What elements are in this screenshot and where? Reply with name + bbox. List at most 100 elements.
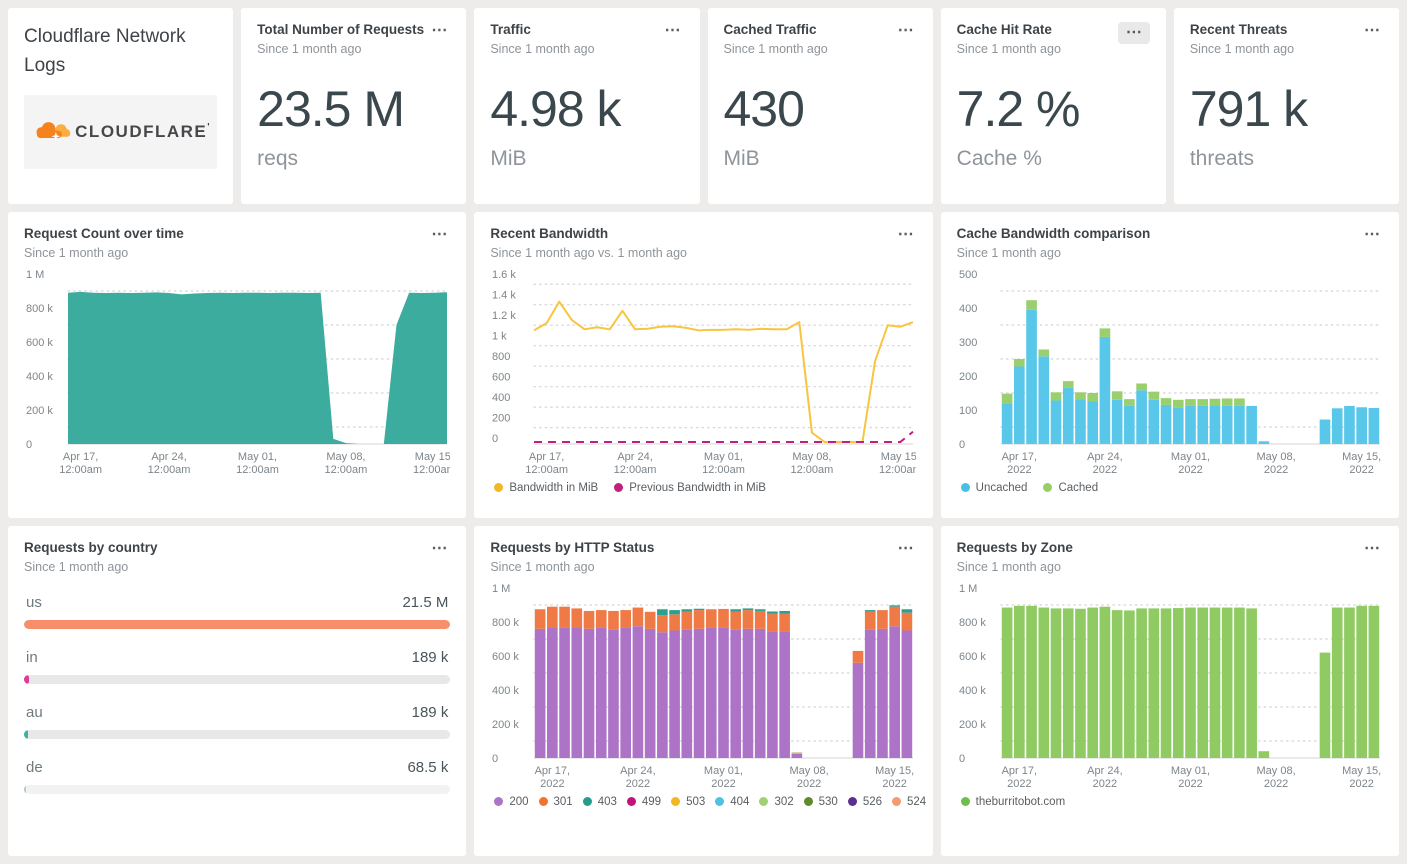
- svg-text:May 08,12:00am: May 08, 12:00am: [325, 451, 368, 476]
- legend-item-499[interactable]: 499: [626, 796, 661, 808]
- recent-bandwidth-chart: 0 200 400 600 800 1 k 1.2 k 1.4 k 1.6 k Apr 17, 12…: [490, 266, 922, 478]
- legend-item-526[interactable]: 526: [847, 795, 883, 808]
- legend-item-301[interactable]: 301: [538, 795, 573, 808]
- legend-item-302[interactable]: 302: [759, 796, 794, 808]
- panel-subtitle: Since 1 month ago: [24, 245, 129, 260]
- more-menu-icon[interactable]: ⋯: [428, 540, 450, 558]
- requests-by-zone-chart: 0 200 k 400 k 600 k 800 k 1 M Apr 17, 2022 Apr 2…: [957, 580, 1383, 792]
- svg-text:400: 400: [492, 392, 510, 404]
- svg-text:May 08,2022: May 08, 2022: [1256, 451, 1295, 476]
- svg-text:May 08,2022: May 08, 2022: [790, 765, 829, 790]
- legend-label: 526: [862, 795, 883, 808]
- legend-item-200[interactable]: 200: [494, 795, 529, 808]
- more-menu-icon[interactable]: ⋯: [1361, 22, 1383, 40]
- svg-text:200 k: 200 k: [492, 719, 519, 731]
- svg-text:May 15,2022: May 15, 2022: [875, 765, 914, 790]
- legend-label: 301: [553, 795, 573, 808]
- svg-text:0: 0: [26, 439, 32, 451]
- legend-item-bandwidth-in-mib[interactable]: Bandwidth in MiB: [494, 482, 598, 494]
- country-row-us: us 21.5 M: [24, 593, 451, 629]
- stat-subtitle: Since 1 month ago: [257, 41, 362, 56]
- legend-item-404[interactable]: 404: [715, 796, 749, 808]
- legend-item-previous-bandwidth-in-mib[interactable]: Previous Bandwidth in MiB: [614, 482, 766, 494]
- legend-dot-icon: [494, 797, 504, 807]
- charts-row-2: Requests by country Since 1 month ago ⋯ …: [8, 526, 1399, 856]
- requests_by_zone-svg: 0 200 k 400 k 600 k 800 k 1 M Apr 17, 2022 Apr 2…: [959, 583, 1381, 790]
- svg-text:600 k: 600 k: [492, 651, 519, 663]
- legend-dot-icon: [960, 483, 970, 493]
- svg-text:May 01,12:00am: May 01, 12:00am: [236, 451, 279, 476]
- more-menu-icon[interactable]: ⋯: [428, 22, 450, 40]
- panel-requests-by-zone: Requests by Zone Since 1 month ago ⋯ 0 20…: [940, 526, 1399, 856]
- stat-value: 7.2 %: [956, 80, 1081, 137]
- svg-text:300: 300: [959, 337, 977, 349]
- svg-text:200 k: 200 k: [26, 405, 53, 417]
- panel-subtitle: Since 1 month ago: [956, 245, 1061, 260]
- country-label: in: [26, 648, 38, 666]
- country-bar-track: [24, 784, 451, 794]
- svg-text:500: 500: [959, 269, 977, 281]
- svg-text:600: 600: [492, 371, 510, 383]
- dashboard-title: Cloudflare Network Logs: [24, 26, 186, 77]
- country-value: 189 k: [411, 703, 449, 721]
- legend-item-503[interactable]: 503: [671, 796, 705, 808]
- cache_bandwidth-svg: 0 100 200 300 400 500 Apr 17, 2022 Apr 24, 2022 Ma…: [959, 269, 1381, 476]
- more-menu-icon[interactable]: ⋯: [428, 226, 450, 244]
- panel-request-count: Request Count over time Since 1 month ag…: [8, 212, 467, 518]
- legend-item-uncached[interactable]: Uncached: [960, 482, 1027, 494]
- more-menu-icon[interactable]: ⋯: [1361, 540, 1383, 558]
- more-menu-icon[interactable]: ⋯: [1117, 22, 1150, 44]
- svg-text:800 k: 800 k: [959, 617, 986, 629]
- stat-value: 430: [723, 80, 805, 137]
- stat-title: Recent Threats: [1189, 22, 1288, 37]
- legend-item-cached[interactable]: Cached: [1043, 482, 1098, 494]
- country-row-au: au 189 k: [24, 703, 451, 739]
- country-label: us: [26, 593, 42, 611]
- legend-label: Previous Bandwidth in MiB: [629, 481, 766, 494]
- request-count-chart: 0 200 k 400 k 600 k 800 k 1 M Apr 17, 12:00am Ap…: [24, 266, 456, 478]
- more-menu-icon[interactable]: ⋯: [1361, 226, 1383, 244]
- legend-label: 403: [597, 795, 617, 808]
- svg-text:May 01,2022: May 01, 2022: [1171, 765, 1210, 790]
- country-label: au: [26, 703, 43, 721]
- stat-title: Traffic: [490, 22, 531, 37]
- legend-dot-icon: [1043, 483, 1053, 493]
- panel-title: Requests by country: [24, 540, 158, 555]
- more-menu-icon[interactable]: ⋯: [662, 22, 684, 40]
- legend-item-530[interactable]: 530: [803, 795, 838, 808]
- panel-subtitle: Since 1 month ago: [490, 559, 595, 574]
- more-menu-icon[interactable]: ⋯: [895, 22, 917, 40]
- svg-text:200: 200: [492, 412, 510, 424]
- legend-dot-icon: [960, 797, 970, 807]
- legend-label: 530: [818, 795, 838, 808]
- country-value: 21.5 M: [402, 593, 449, 611]
- country-value: 189 k: [411, 648, 449, 666]
- legend-dot-icon: [759, 797, 769, 807]
- stats-row: Cloudflare Network Logs CLOUDFLARE': [8, 8, 1399, 204]
- legend-label: Cached: [1058, 481, 1099, 494]
- more-menu-icon[interactable]: ⋯: [895, 540, 917, 558]
- legend-item-524[interactable]: 524: [892, 796, 926, 808]
- svg-text:May 01,2022: May 01, 2022: [1171, 451, 1210, 476]
- more-menu-icon[interactable]: ⋯: [895, 226, 917, 244]
- stat-unit: MiB: [723, 146, 760, 170]
- stat-unit: reqs: [257, 146, 299, 170]
- svg-text:Apr 17,2022: Apr 17, 2022: [535, 765, 570, 790]
- stat-unit: Cache %: [956, 146, 1042, 170]
- cloudflare-cloud-icon: [36, 121, 71, 141]
- legend-item-403[interactable]: 403: [582, 795, 617, 808]
- svg-text:0: 0: [959, 753, 965, 765]
- country-bar-track: [24, 674, 451, 684]
- country-bar-fill: [24, 784, 26, 794]
- svg-text:May 01,12:00am: May 01, 12:00am: [702, 451, 745, 476]
- country-bar-fill: [24, 674, 30, 684]
- legend-label: 200: [509, 795, 529, 808]
- panel-subtitle: Since 1 month ago: [24, 559, 129, 574]
- svg-text:Apr 24,12:00am: Apr 24, 12:00am: [614, 451, 657, 476]
- svg-text:Apr 17,12:00am: Apr 17, 12:00am: [526, 451, 569, 476]
- stat-card-total-requests: Total Number of Requests Since 1 month a…: [241, 8, 467, 204]
- cache-bandwidth-legend: Uncached Cached: [957, 478, 1383, 494]
- cache-bandwidth-chart: 0 100 200 300 400 500 Apr 17, 2022 Apr 24, 2022 Ma…: [957, 266, 1383, 478]
- legend-item-theburritobot-com[interactable]: theburritobot.com: [960, 796, 1065, 808]
